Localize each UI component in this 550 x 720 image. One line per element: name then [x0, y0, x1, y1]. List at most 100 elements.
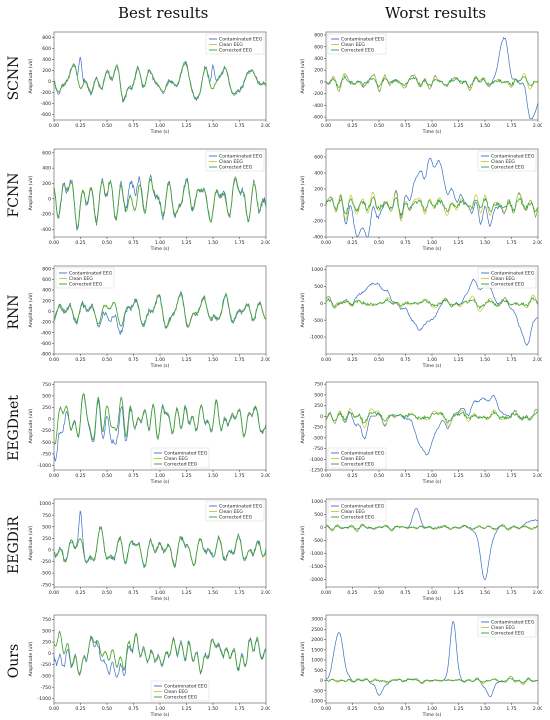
x-tick-label: 1.50 [480, 357, 490, 363]
x-tick-label: 1.25 [181, 357, 191, 363]
series-contaminated [53, 632, 267, 678]
x-tick-label: 0.50 [102, 473, 112, 479]
x-tick-label: 0.00 [321, 590, 331, 596]
chart-ours-worst: -1000 -500 0 500 1000 1500 2000 2500 3000 0.00 0.2… [300, 611, 542, 719]
y-tick-label: 1000 [311, 658, 323, 664]
y-tick-label: -600 [41, 341, 52, 347]
y-tick-label: -600 [313, 115, 324, 121]
header-worst: Worst results [385, 4, 487, 22]
x-tick-label: 1.75 [506, 590, 516, 596]
y-tick-label: 400 [42, 57, 51, 63]
x-tick-label: 1.25 [453, 240, 463, 246]
series-corrected [325, 74, 539, 89]
y-tick-label: 500 [314, 512, 323, 518]
x-tick-label: 0.25 [347, 357, 357, 363]
chart-svg-rnn-worst: -1000 -500 0 500 1000 0.00 0.25 0.50 0.75 1.00 1.2… [300, 265, 542, 369]
legend-entry: Corrected EEG [69, 282, 103, 288]
y-tick-label: -250 [313, 425, 324, 431]
legend-entry: Contaminated EEG [69, 271, 113, 277]
x-axis-label: Time (s) [150, 363, 170, 369]
x-tick-label: 1.00 [427, 357, 437, 363]
y-tick-label: 400 [42, 166, 51, 172]
y-tick-label: -200 [41, 90, 52, 96]
y-tick-label: 500 [314, 284, 323, 290]
header-best: Best results [118, 4, 209, 22]
x-tick-label: 1.75 [234, 240, 244, 246]
x-tick-label: 0.00 [321, 706, 331, 712]
legend-entry: Corrected EEG [341, 515, 375, 521]
series-corrected [53, 291, 267, 328]
x-tick-label: 2.00 [261, 357, 270, 363]
legend-entry: Clean EEG [219, 42, 243, 48]
y-tick-label: -400 [41, 330, 52, 336]
y-tick-label: 0 [320, 525, 323, 531]
y-tick-label: 0 [48, 417, 51, 423]
x-tick-label: 2.00 [261, 473, 270, 479]
x-tick-label: 1.50 [480, 473, 490, 479]
legend-entry: Corrected EEG [164, 462, 198, 468]
x-tick-label: 2.00 [261, 706, 270, 712]
x-tick-label: 1.75 [506, 240, 516, 246]
y-tick-label: -200 [41, 212, 52, 218]
y-tick-label: 800 [314, 33, 323, 39]
y-tick-label: 0 [320, 203, 323, 209]
y-tick-label: 250 [42, 405, 51, 411]
x-tick-label: 2.00 [533, 240, 542, 246]
y-tick-label: 0 [320, 301, 323, 307]
x-axis-label: Time (s) [150, 596, 170, 602]
y-axis-label: Amplitude (uV) [300, 175, 306, 210]
chart-fcnn-worst: -400 -200 0 200 400 600 0.00 0.25 0.50 0.75 1.00 1.… [300, 145, 542, 253]
x-tick-label: 0.25 [75, 590, 85, 596]
y-axis-label: Amplitude (uV) [300, 292, 306, 327]
x-tick-label: 0.25 [75, 123, 85, 129]
x-tick-label: 1.75 [234, 123, 244, 129]
y-tick-label: -400 [313, 103, 324, 109]
x-tick-label: 0.75 [400, 473, 410, 479]
y-tick-label: 500 [314, 668, 323, 674]
chart-scnn-worst: -600 -400 -200 0 200 400 600 800 0.00 0.25 0.50 0.7… [300, 28, 542, 136]
x-axis-label: Time (s) [422, 596, 442, 602]
y-tick-label: -500 [41, 571, 52, 577]
x-tick-label: 0.75 [128, 240, 138, 246]
x-tick-label: 1.25 [453, 590, 463, 596]
series-clean [325, 294, 539, 312]
x-tick-label: 0.75 [128, 357, 138, 363]
y-tick-label: 600 [42, 46, 51, 52]
x-tick-label: 1.25 [181, 706, 191, 712]
legend-entry: Clean EEG [491, 159, 515, 165]
y-tick-label: 750 [42, 513, 51, 519]
x-tick-label: 0.75 [128, 123, 138, 129]
y-tick-label: -750 [41, 582, 52, 588]
x-tick-label: 1.00 [155, 590, 165, 596]
x-tick-label: 1.50 [208, 357, 218, 363]
y-tick-label: 0 [48, 548, 51, 554]
chart-svg-rnn-best: -800 -600 -400 -200 0 200 400 600 800 0.00 0.25 0.5… [28, 265, 270, 369]
legend-entry: Contaminated EEG [341, 504, 385, 510]
y-tick-label: -1000 [310, 335, 323, 341]
legend-entry: Clean EEG [341, 509, 365, 515]
y-tick-label: 3000 [311, 617, 323, 623]
legend-box [150, 447, 210, 469]
legend-box [477, 150, 537, 172]
y-tick-label: -400 [41, 101, 52, 107]
series-corrected [53, 630, 267, 676]
row-label-ours: Ours [6, 643, 22, 679]
y-axis-label: Amplitude (uV) [28, 58, 34, 93]
x-tick-label: 0.00 [49, 473, 59, 479]
chart-rnn-worst: -1000 -500 0 500 1000 0.00 0.25 0.50 0.75 1.00 1.2… [300, 262, 542, 370]
legend-box [477, 267, 537, 289]
y-tick-label: -400 [313, 235, 324, 241]
x-tick-label: 2.00 [533, 590, 542, 596]
series-contaminated [325, 157, 539, 238]
y-tick-label: -1000 [38, 696, 51, 702]
x-tick-label: 1.25 [453, 706, 463, 712]
y-tick-label: 0 [320, 678, 323, 684]
x-tick-label: 1.00 [427, 240, 437, 246]
x-axis-label: Time (s) [422, 246, 442, 252]
x-tick-label: 1.50 [480, 706, 490, 712]
y-axis-label: Amplitude (uV) [28, 175, 34, 210]
x-tick-label: 0.75 [400, 240, 410, 246]
x-tick-label: 1.25 [453, 123, 463, 129]
y-tick-label: 200 [314, 68, 323, 74]
y-tick-label: -600 [41, 112, 52, 118]
